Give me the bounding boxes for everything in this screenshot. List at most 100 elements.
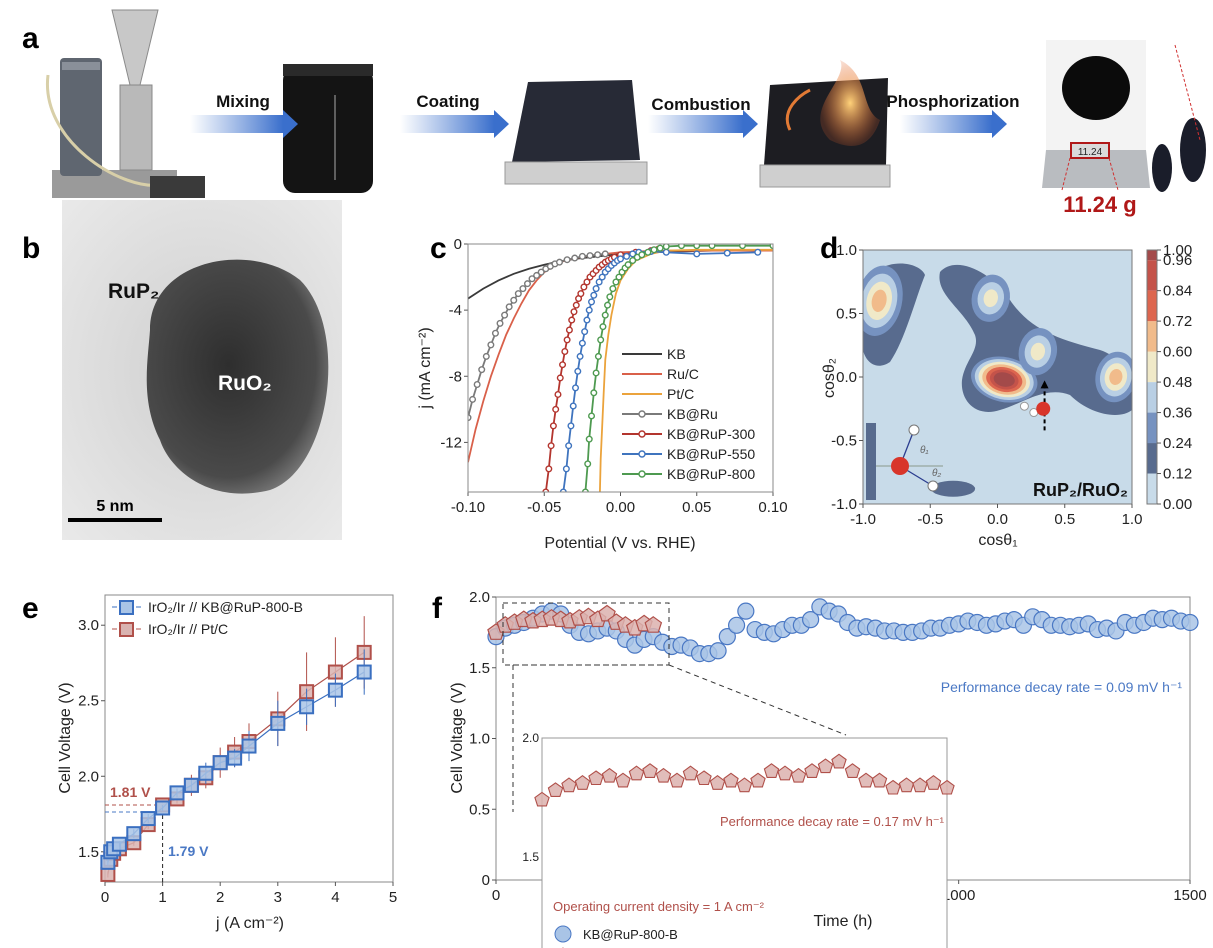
data-point: [534, 791, 550, 807]
data-point: [140, 811, 156, 827]
data-point: [568, 316, 576, 324]
mass-label: 11.24 g: [1063, 192, 1136, 217]
data-point: [565, 326, 573, 334]
scale-display: [1070, 142, 1110, 159]
data-point: [655, 767, 672, 783]
data-point: [356, 664, 372, 680]
data-point: [588, 298, 596, 306]
colorbar-label: 0.72: [1163, 313, 1192, 330]
colorbar-label: 0.24: [1163, 435, 1192, 452]
data-point: [528, 275, 536, 283]
x-tick-label: 1000: [942, 887, 975, 904]
y-tick-label: -4: [449, 302, 462, 319]
data-point: [628, 765, 645, 781]
data-point: [561, 777, 577, 793]
scale-bar-label: 5 nm: [96, 498, 133, 515]
data-point: [754, 248, 762, 256]
theta1-label: θ₁: [920, 445, 929, 456]
data-point: [496, 319, 504, 327]
y-tick-label: 1.5: [469, 660, 490, 677]
data-point: [644, 248, 652, 256]
colorbar-label: 0.96: [1163, 252, 1192, 269]
data-point: [623, 252, 631, 260]
colorbar-frame: [1146, 249, 1158, 505]
x-tick-label: -0.10: [451, 499, 485, 516]
data-point: [595, 278, 603, 286]
data-point: [169, 785, 185, 801]
data-point: [898, 777, 915, 793]
legend-label: KB@RuP-800-B: [583, 927, 678, 942]
y-tick-label: 3.0: [78, 617, 99, 634]
data-point: [727, 616, 746, 634]
data-point: [533, 271, 541, 279]
data-point: [552, 405, 560, 413]
data-point: [629, 250, 637, 258]
legend-label: IrO₂/Ir // KB@RuP-800-B: [148, 599, 303, 615]
theta2-label: θ₂: [932, 468, 941, 479]
data-point: [572, 301, 580, 309]
data-point: [585, 306, 593, 314]
series-line-Ru/C: [468, 249, 773, 463]
data-point: [545, 465, 553, 473]
data-point: [478, 366, 486, 374]
plot-frame: [467, 243, 774, 493]
contour-level: [1030, 342, 1046, 361]
data-point: [514, 290, 522, 298]
y-tick-label: 2.0: [469, 589, 490, 606]
phosphorized-product-photo: 11.24 11.24 g: [1042, 40, 1206, 217]
contour-level: [996, 374, 1012, 385]
x-tick-label: 0.05: [682, 499, 711, 516]
data-point: [723, 249, 731, 257]
decay-rate-red: Performance decay rate = 0.17 mV h⁻¹: [720, 814, 945, 829]
data-point: [723, 772, 739, 788]
data-point: [537, 268, 545, 276]
x-tick-label: 1: [158, 889, 166, 906]
colorbar-segment: [1147, 412, 1157, 444]
panel-e: e 0 1 2 3 4 5 1.5 2.0 2.5 3.0 1.81 V 1.79 V IrO₂/Ir …: [22, 592, 397, 932]
x-tick-label: 0.5: [1054, 511, 1075, 528]
data-point: [650, 246, 658, 254]
panel-label-c: c: [430, 232, 447, 265]
data-point: [606, 293, 614, 301]
colorbar-label: 1.00: [1163, 242, 1192, 259]
y-tick-label: -1.0: [831, 496, 857, 513]
legend-marker: [638, 430, 646, 438]
data-point: [505, 303, 513, 311]
data-point: [682, 765, 699, 781]
data-point: [583, 278, 591, 286]
data-point: [718, 628, 736, 646]
data-point: [473, 381, 481, 389]
data-point: [817, 758, 834, 774]
y-tick-label: -0.5: [831, 433, 857, 450]
colorbar-label: 0.84: [1163, 283, 1192, 300]
data-point: [617, 255, 625, 263]
colorbar-segment: [1147, 290, 1157, 322]
y-tick-label: 1.0: [469, 731, 490, 748]
x-tick-label: 2: [216, 889, 224, 906]
data-point: [577, 290, 585, 298]
data-point: [501, 311, 509, 319]
panel-a: a 11.24: [22, 9, 1206, 217]
data-point: [581, 328, 589, 336]
hydrogen-atom: [1019, 401, 1029, 411]
series-group: [468, 244, 773, 492]
legend-marker: [119, 600, 134, 615]
y-axis-label: Cell Voltage (V): [57, 682, 74, 793]
data-point: [696, 770, 712, 786]
x-tick-label: -0.5: [917, 511, 943, 528]
data-point: [693, 250, 701, 258]
arrow-combustion: [648, 110, 758, 138]
data-point: [574, 775, 591, 790]
zoom-connector: [668, 664, 847, 736]
data-point: [885, 779, 901, 795]
data-point: [598, 273, 606, 281]
data-point: [198, 765, 214, 781]
data-point: [1181, 613, 1199, 632]
data-point: [569, 402, 577, 410]
data-point: [212, 755, 228, 771]
panel-label-e: e: [22, 592, 39, 625]
legend-label: KB@RuP-550: [667, 446, 755, 462]
legend-label: KB@RuP-800: [667, 466, 755, 482]
colorbar-segment: [1147, 260, 1157, 291]
